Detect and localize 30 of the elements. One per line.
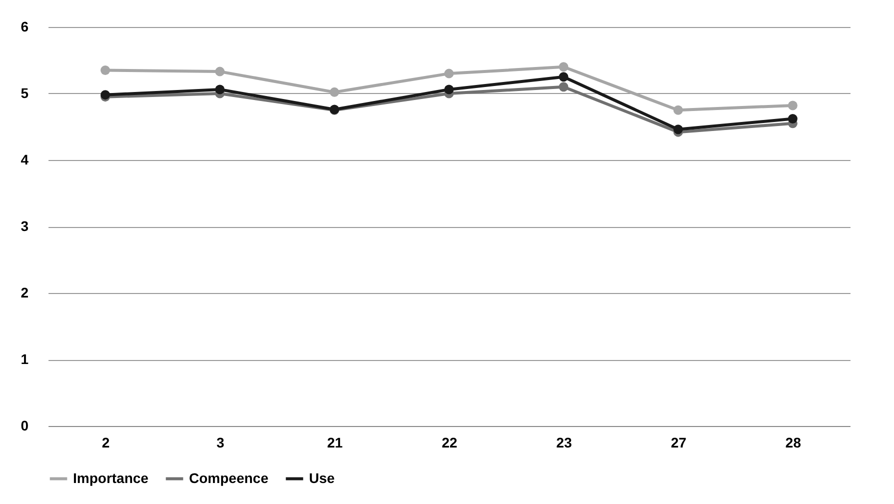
x-tick-label: 27 (670, 434, 687, 450)
y-tick-label: 4 (20, 152, 29, 168)
y-tick-label: 3 (20, 218, 29, 234)
point (215, 66, 225, 76)
point (673, 105, 683, 115)
point (788, 114, 798, 124)
x-tick-label: 2 (102, 434, 110, 450)
point (444, 68, 454, 78)
point (330, 87, 340, 97)
y-tick-label: 6 (20, 18, 29, 34)
y-tick-label: 0 (20, 418, 29, 434)
x-tick-label: 22 (442, 434, 458, 450)
point (558, 62, 568, 72)
point (673, 124, 683, 134)
y-tick-label: 5 (20, 85, 29, 101)
legend-label: Importance (73, 470, 149, 486)
y-tick-label: 2 (20, 284, 29, 300)
x-tick-label: 28 (785, 434, 802, 450)
legend-label: Use (309, 470, 335, 486)
legend-label: Compeence (189, 470, 269, 486)
x-tick-label: 21 (327, 434, 343, 450)
point (444, 84, 454, 94)
point (215, 84, 225, 94)
point (558, 82, 568, 92)
point (100, 65, 110, 75)
x-tick-label: 23 (556, 434, 572, 450)
point (788, 100, 798, 110)
y-tick-label: 1 (20, 351, 29, 367)
x-tick-label: 3 (216, 434, 224, 450)
point (558, 72, 568, 82)
